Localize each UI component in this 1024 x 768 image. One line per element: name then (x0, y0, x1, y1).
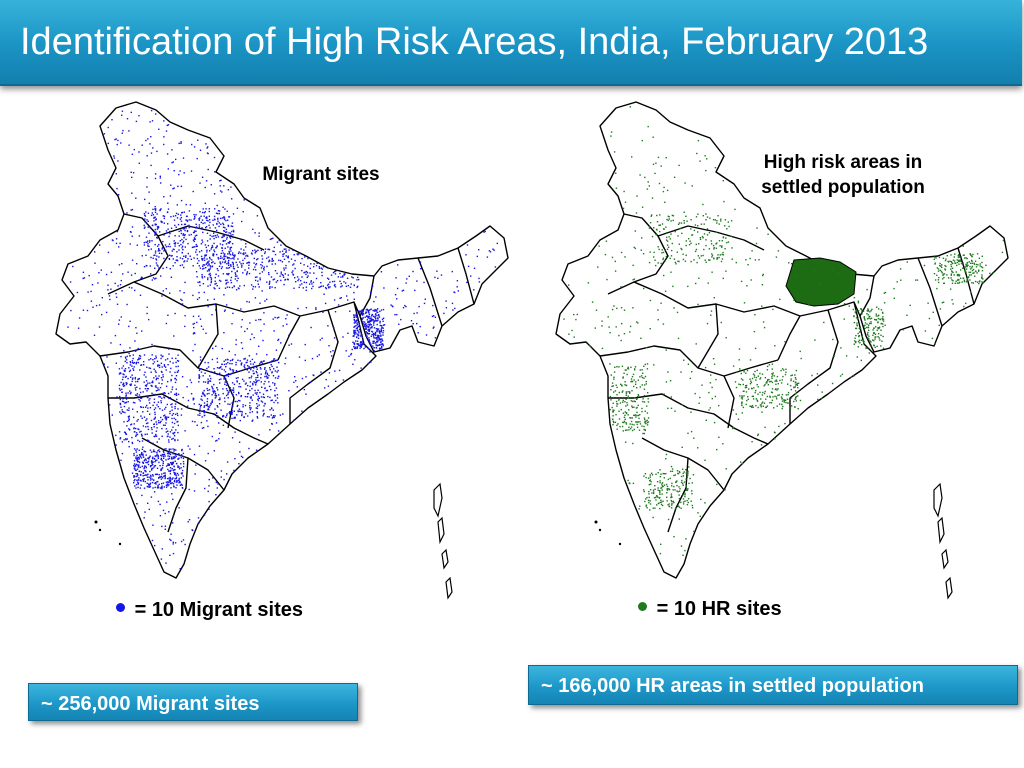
map-migrant-sites (38, 98, 516, 606)
map-high-risk-areas (538, 98, 1016, 606)
blue-dot-icon (116, 603, 125, 613)
hr-legend-symbol: = (656, 598, 669, 620)
lakshadweep-islands (594, 520, 622, 546)
bihar-high-risk-region (785, 257, 857, 307)
india-outline (555, 101, 1009, 579)
andaman-islands (933, 482, 953, 600)
hr-site-dots (563, 106, 1005, 556)
india-map-migrant (55, 101, 509, 600)
migrant-legend-symbol: = (134, 599, 147, 621)
high-risk-label-line2: settled population (761, 177, 925, 198)
green-dot-icon (638, 602, 647, 612)
india-map-high-risk (555, 101, 1009, 600)
hr-legend: = 10 HR sites (638, 597, 782, 621)
andaman-islands (433, 482, 453, 600)
title-bar: Identification of High Risk Areas, India… (0, 0, 1022, 86)
migrant-legend-text: 10 Migrant sites (151, 599, 303, 621)
migrant-site-dots (67, 109, 498, 570)
hr-legend-text: 10 HR sites (673, 598, 782, 620)
lakshadweep-islands (94, 520, 122, 546)
hr-summary-box: ~ 166,000 HR areas in settled population (528, 665, 1018, 705)
high-risk-areas-label: High risk areas in settled population (738, 150, 948, 200)
page-title: Identification of High Risk Areas, India… (20, 21, 929, 63)
migrant-legend: = 10 Migrant sites (116, 598, 303, 622)
migrant-sites-label: Migrant sites (262, 164, 380, 185)
migrant-summary-box: ~ 256,000 Migrant sites (28, 683, 358, 721)
high-risk-label-line1: High risk areas in (763, 152, 923, 173)
